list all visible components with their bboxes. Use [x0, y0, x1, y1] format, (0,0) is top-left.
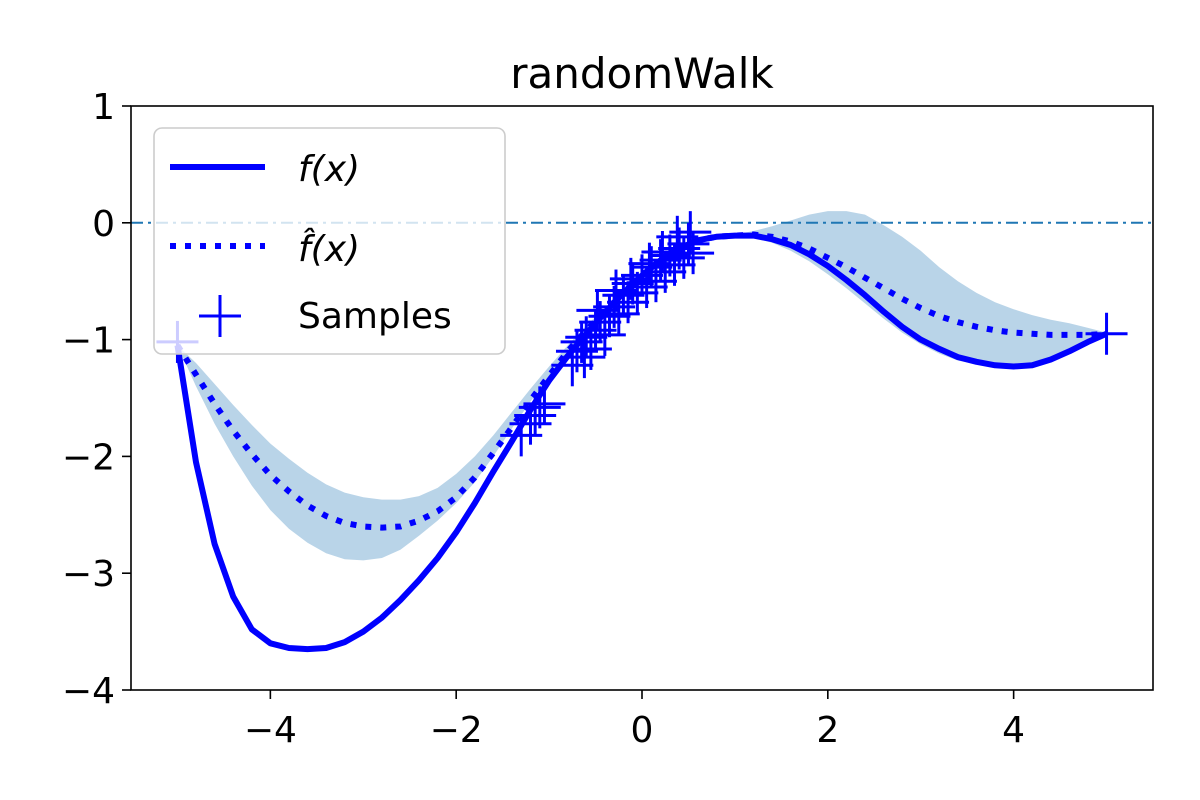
y-tick-label: 1	[92, 87, 115, 128]
x-axis: −4 −2 0 2 4	[244, 690, 1025, 751]
sample-point	[563, 336, 606, 379]
x-tick-label: 0	[631, 710, 654, 751]
legend-box	[153, 127, 506, 355]
legend: f(x) f̂(x) Samples	[153, 127, 506, 355]
uncertainty-band	[177, 211, 1107, 561]
x-tick-label: −2	[430, 710, 483, 751]
y-tick-label: −1	[62, 321, 115, 362]
sample-point	[669, 211, 712, 254]
chart-title: randomWalk	[510, 49, 774, 98]
legend-label-samples: Samples	[298, 296, 452, 337]
y-tick-label: −4	[62, 671, 115, 712]
x-tick-label: 4	[1002, 710, 1025, 751]
sample-point	[514, 394, 557, 437]
sample-point	[518, 386, 561, 429]
legend-label-fhat: f̂(x)	[298, 227, 360, 270]
x-tick-label: 2	[816, 710, 839, 751]
legend-swatch-samples	[199, 295, 241, 337]
sample-point	[597, 292, 640, 335]
sample-point	[523, 382, 566, 425]
sample-point	[634, 260, 677, 303]
y-tick-label: −2	[62, 437, 115, 478]
sample-point	[576, 289, 619, 332]
y-axis: −4 −3 −2 −1 0 1	[62, 87, 131, 712]
y-tick-label: 0	[92, 204, 115, 245]
sample-point	[1085, 312, 1128, 355]
sample-point	[583, 313, 626, 356]
legend-label-f: f(x)	[298, 149, 360, 190]
sample-point	[667, 222, 710, 265]
plot-area	[131, 211, 1153, 653]
y-tick-label: −3	[62, 554, 115, 595]
x-tick-label: −4	[244, 710, 297, 751]
